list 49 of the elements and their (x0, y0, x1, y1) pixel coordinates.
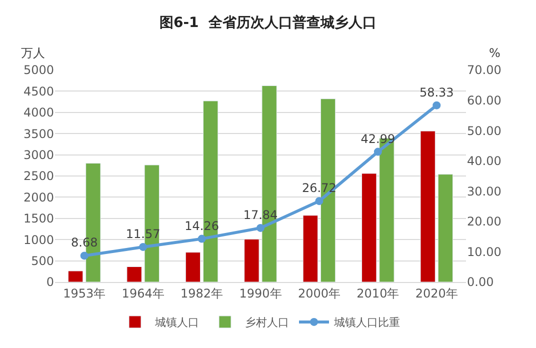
x-tick-label: 1964年 (122, 286, 164, 300)
legend-label: 城镇人口比重 (333, 316, 400, 330)
bar (126, 266, 142, 282)
y-tick-label: 2500 (23, 169, 54, 184)
y2-tick-label: 50.00 (467, 124, 502, 138)
x-tick-label: 1953年 (63, 286, 106, 300)
y-tick-label: 0 (46, 275, 54, 290)
y2-tick-label: 10.00 (467, 244, 502, 259)
chart-title: 图6-1 全省历次人口普查城乡人口 (159, 14, 377, 32)
y-tick-label: 2000 (23, 190, 54, 204)
legend-label: 乡村人口 (245, 316, 289, 330)
point (139, 242, 148, 251)
bar (438, 174, 454, 282)
y-tick-label: 3500 (23, 126, 54, 141)
y2-axis-title: % (489, 46, 500, 60)
y-tick-label: 1000 (23, 232, 54, 247)
y-tick-label: 4500 (23, 84, 54, 98)
y-tick-label: 3000 (23, 148, 54, 162)
y2-tick-label: 0.00 (467, 275, 494, 290)
bar (420, 130, 436, 282)
point (432, 101, 441, 110)
bar (362, 173, 377, 282)
legend-label: 城镇人口 (154, 316, 199, 330)
y2-tick-label: 20.00 (467, 214, 502, 229)
point (256, 224, 264, 232)
x-tick-label: 1990年 (239, 286, 282, 300)
y2-tick-label: 70.00 (467, 63, 502, 78)
point (198, 234, 206, 243)
point (315, 197, 324, 206)
point (80, 252, 88, 260)
y-tick-label: 5000 (23, 63, 54, 78)
y-tick-label: 500 (31, 254, 54, 268)
y2-tick-label: 40.00 (467, 154, 502, 168)
x-tick-label: 2010年 (356, 286, 400, 300)
bar (302, 215, 318, 282)
y2-tick-label: 30.00 (467, 184, 502, 198)
x-tick-label: 1982年 (180, 286, 224, 300)
point (374, 148, 382, 156)
x-tick-label: 2020年 (415, 286, 458, 300)
bar (244, 238, 260, 282)
y2-tick-label: 60.00 (467, 93, 502, 108)
bar (68, 270, 84, 282)
x-tick-label: 2000年 (298, 286, 340, 300)
data-label: 42.99 (360, 132, 396, 146)
y-axis-title: 万人 (21, 46, 45, 60)
y-tick-label: 4000 (23, 106, 54, 120)
data-label: 58.33 (419, 85, 454, 100)
y-tick-label: 1500 (23, 212, 54, 226)
bar (185, 252, 201, 282)
